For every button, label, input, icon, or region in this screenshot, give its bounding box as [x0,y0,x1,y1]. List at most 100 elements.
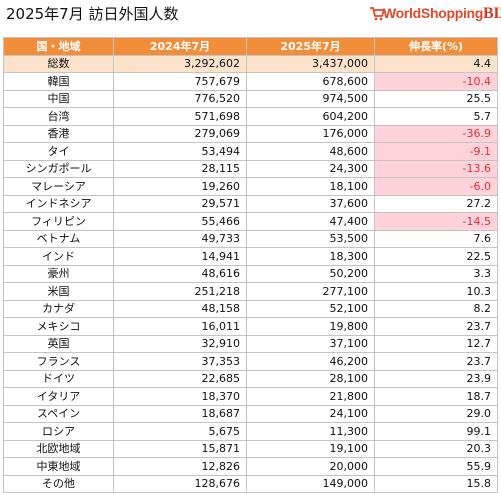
country-cell: シンガポール [3,159,114,178]
table-row: マレーシア 19,260 18,100 -6.0 [3,177,498,196]
growth-rate-cell: 15.8 [374,474,498,493]
country-cell: メキシコ [3,317,114,336]
logo-text-main: WorldShopping [383,5,484,21]
visitors-2025-cell: 176,000 [246,124,375,143]
table-header-row: 国・地域 2024年7月 2025年7月 伸長率(%) [3,37,498,56]
visitors-2025-cell: 37,100 [246,334,375,353]
visitors-2024-cell: 279,069 [113,124,247,143]
growth-rate-cell: 55.9 [374,457,498,476]
country-cell: 韓国 [3,72,114,91]
growth-rate-cell: 3.3 [374,264,498,283]
visitors-2025-cell: 24,300 [246,159,375,178]
header-growth: 伸長率(%) [374,37,498,56]
growth-rate-cell: 23.7 [374,317,498,336]
visitors-2024-cell: 5,675 [113,422,247,441]
growth-rate-cell: -36.9 [374,124,498,143]
growth-rate-cell: 23.7 [374,352,498,371]
visitors-2024-cell: 571,698 [113,107,247,126]
growth-rate-cell: -6.0 [374,177,498,196]
country-cell: 中東地域 [3,457,114,476]
visitors-2024-cell: 29,571 [113,194,247,213]
country-cell: フランス [3,352,114,371]
country-cell: 総数 [3,54,114,73]
page-title: 2025年7月 訪日外国人数 [6,5,179,23]
header-country: 国・地域 [3,37,114,56]
table-row: インドネシア 29,571 37,600 27.2 [3,194,498,213]
table-row: イタリア 18,370 21,800 18.7 [3,387,498,406]
table-body: 総数 3,292,602 3,437,000 4.4 韓国 757,679 678,600-… [3,54,498,493]
table-row: ロシア 5,675 11,300 99.1 [3,422,498,441]
country-cell: ロシア [3,422,114,441]
growth-rate-cell: 22.5 [374,247,498,266]
table-row: ベトナム 49,733 53,500 7.6 [3,229,498,248]
table-row: 台湾 571,698 604,200 5.7 [3,107,498,126]
visitors-2024-cell: 12,826 [113,457,247,476]
visitors-2024-cell: 16,011 [113,317,247,336]
table-row: 米国 251,218 277,100 10.3 [3,282,498,301]
table-row: カナダ 48,158 52,100 8.2 [3,299,498,318]
visitors-2025-cell: 47,400 [246,212,375,231]
country-cell: 北欧地域 [3,439,114,458]
country-cell: イタリア [3,387,114,406]
visitors-2025-cell: 53,500 [246,229,375,248]
visitors-2025-cell: 28,100 [246,369,375,388]
visitors-2024-cell: 49,733 [113,229,247,248]
table-row: インド 14,941 18,300 22.5 [3,247,498,266]
country-cell: フィリピン [3,212,114,231]
country-cell: 台湾 [3,107,114,126]
visitors-2025-cell: 24,100 [246,404,375,423]
visitors-2024-cell: 55,466 [113,212,247,231]
visitors-2025-cell: 18,100 [246,177,375,196]
country-cell: インドネシア [3,194,114,213]
visitors-2025-cell: 11,300 [246,422,375,441]
visitors-2025-cell: 974,500 [246,89,375,108]
visitors-2025-cell: 18,300 [246,247,375,266]
visitors-2024-cell: 53,494 [113,142,247,161]
visitors-2024-cell: 15,871 [113,439,247,458]
table-row: 香港 279,069 176,000 -36.9 [3,124,498,143]
country-cell: 英国 [3,334,114,353]
table-row: 豪州 48,616 50,200 3.3 [3,264,498,283]
visitors-2024-cell: 18,687 [113,404,247,423]
header-2024: 2024年7月 [113,37,247,56]
shopping-cart-icon [370,7,385,21]
visitors-2025-cell: 37,600 [246,194,375,213]
growth-rate-cell: 12.7 [374,334,498,353]
table-row: 中東地域 12,826 20,000 55.9 [3,457,498,476]
growth-rate-cell: -9.1 [374,142,498,161]
growth-rate-cell: 18.7 [374,387,498,406]
country-cell: 香港 [3,124,114,143]
country-cell: スペイン [3,404,114,423]
table-header: 国・地域 2024年7月 2025年7月 伸長率(%) [3,37,498,56]
country-cell: マレーシア [3,177,114,196]
visitors-2024-cell: 3,292,602 [113,54,247,73]
growth-rate-cell: 27.2 [374,194,498,213]
visitors-2025-cell: 19,100 [246,439,375,458]
table-row: 英国 32,910 37,100 12.7 [3,334,498,353]
country-cell: タイ [3,142,114,161]
country-cell: その他 [3,474,114,493]
growth-rate-cell: -13.6 [374,159,498,178]
growth-rate-cell: 99.1 [374,422,498,441]
growth-rate-cell: 7.6 [374,229,498,248]
visitors-2024-cell: 251,218 [113,282,247,301]
visitors-2025-cell: 48,600 [246,142,375,161]
visitor-table: 国・地域 2024年7月 2025年7月 伸長率(%) 総数 3,292,602 3… [3,37,498,493]
table-row: 韓国 757,679 678,600 -10.4 [3,72,498,91]
growth-rate-cell: 23.9 [374,369,498,388]
table-row-total: 総数 3,292,602 3,437,000 4.4 [3,54,498,73]
visitors-2024-cell: 14,941 [113,247,247,266]
growth-rate-cell: 20.3 [374,439,498,458]
table-row: フィリピン 55,466 47,400 -14.5 [3,212,498,231]
visitors-2025-cell: 604,200 [246,107,375,126]
table-row: 北欧地域 15,871 19,100 20.3 [3,439,498,458]
visitors-2024-cell: 128,676 [113,474,247,493]
table-row: タイ 53,494 48,600 -9.1 [3,142,498,161]
table-row: 中国 776,520 974,500 25.5 [3,89,498,108]
visitors-2024-cell: 19,260 [113,177,247,196]
growth-rate-cell: -10.4 [374,72,498,91]
visitors-2024-cell: 32,910 [113,334,247,353]
country-cell: 豪州 [3,264,114,283]
logo-text: WorldShoppingBIZ [383,5,501,23]
header-2025: 2025年7月 [246,37,375,56]
